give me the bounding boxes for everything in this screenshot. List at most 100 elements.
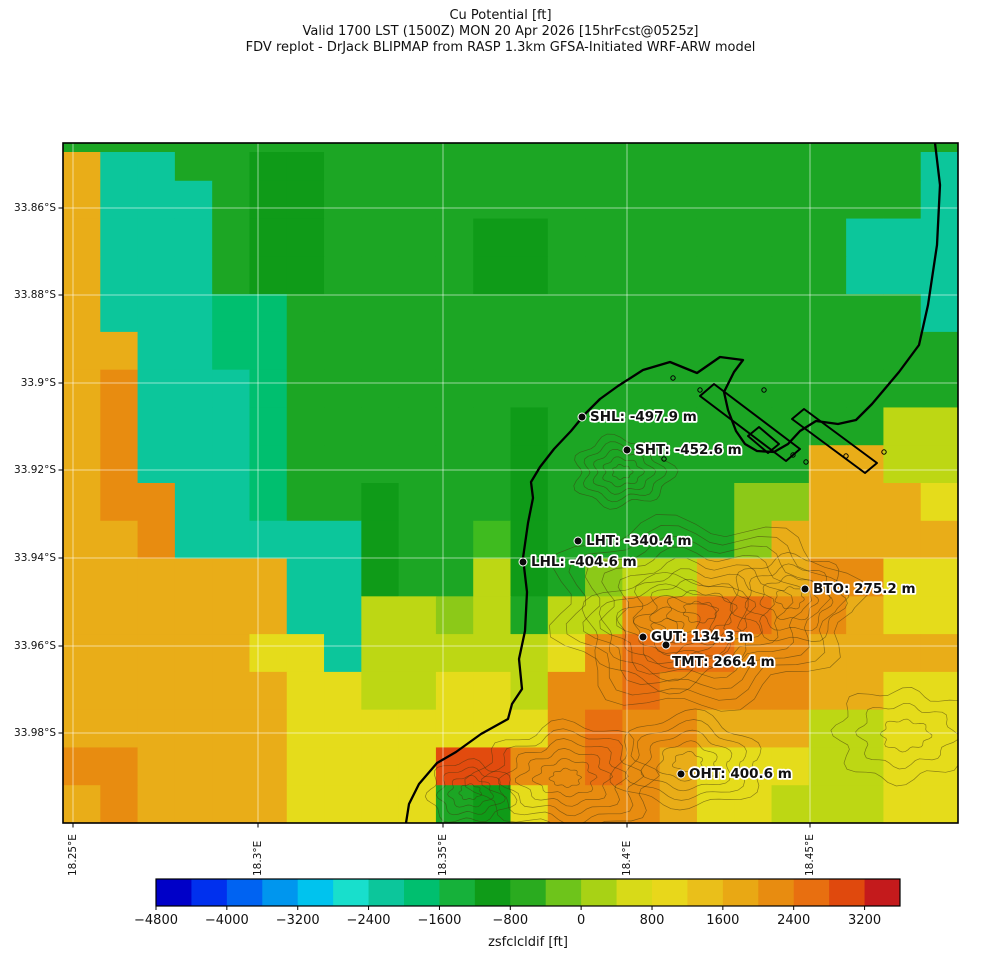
colorbar-tick-label: 0 bbox=[576, 913, 586, 928]
grid-cell bbox=[920, 520, 959, 560]
grid-cell bbox=[920, 483, 959, 522]
grid-cell bbox=[920, 407, 959, 446]
grid-cell bbox=[473, 634, 511, 673]
grid-cell bbox=[361, 747, 400, 786]
lat-tick-label: 33.98°S bbox=[14, 727, 56, 739]
contour-line bbox=[458, 783, 483, 800]
grid-cell bbox=[920, 747, 959, 786]
grid-cell bbox=[808, 331, 847, 371]
grid-cell bbox=[249, 369, 288, 408]
colorbar-tick-label: −800 bbox=[492, 913, 529, 928]
contour-line bbox=[666, 589, 738, 635]
grid-cell bbox=[473, 785, 511, 824]
grid-cell bbox=[622, 294, 661, 333]
contour-line bbox=[633, 606, 701, 656]
grid-cell bbox=[324, 180, 362, 220]
grid-cell bbox=[212, 369, 250, 408]
grid-cell bbox=[846, 747, 884, 786]
contour-line bbox=[759, 574, 820, 621]
grid-cell bbox=[212, 520, 250, 560]
grid-cell bbox=[324, 671, 362, 711]
colorbar-tick-label: −3200 bbox=[275, 913, 320, 928]
grid-cell bbox=[883, 596, 922, 635]
grid-cell bbox=[585, 218, 623, 257]
grid-cell bbox=[137, 180, 176, 220]
grid-cell bbox=[808, 709, 847, 748]
grid-cell bbox=[174, 218, 213, 257]
grid-cell bbox=[622, 331, 661, 371]
grid-cell bbox=[100, 709, 139, 748]
grid-cell bbox=[473, 256, 511, 295]
grid-cell bbox=[846, 520, 884, 560]
grid-cell bbox=[212, 407, 250, 446]
grid-cell bbox=[846, 407, 884, 446]
grid-cell bbox=[696, 785, 735, 824]
grid-cell bbox=[435, 671, 474, 711]
grid-cell bbox=[63, 596, 101, 635]
grid-cell bbox=[920, 218, 959, 257]
grid-cell bbox=[212, 671, 250, 711]
grid-cell bbox=[63, 671, 101, 711]
grid-cell bbox=[249, 634, 288, 673]
dock-speck bbox=[699, 450, 705, 456]
grid-cell bbox=[174, 671, 213, 711]
grid-cell bbox=[286, 596, 325, 635]
grid-cell bbox=[398, 331, 437, 371]
grid-cell bbox=[435, 520, 474, 560]
grid-cell bbox=[324, 331, 362, 371]
grid-cell bbox=[883, 445, 922, 484]
grid-cell bbox=[585, 331, 623, 371]
grid-cell bbox=[286, 520, 325, 560]
grid-cell bbox=[473, 331, 511, 371]
grid-cell bbox=[286, 407, 325, 446]
grid-cell bbox=[361, 671, 400, 711]
grid-cell bbox=[361, 785, 400, 824]
grid-cell bbox=[920, 369, 959, 408]
grid-cell bbox=[361, 294, 400, 333]
grid-cell bbox=[286, 180, 325, 220]
harbor-breakwater bbox=[791, 408, 878, 474]
station-dot-SHT bbox=[622, 445, 632, 455]
grid-cell bbox=[286, 483, 325, 522]
grid-cell bbox=[473, 407, 511, 446]
grid-cell bbox=[398, 180, 437, 220]
grid-cell bbox=[398, 256, 437, 295]
colorbar-segment bbox=[439, 879, 476, 906]
grid-cell bbox=[398, 709, 437, 748]
grid-cell bbox=[249, 180, 288, 220]
station-label-SHL: SHL: -497.9 m bbox=[590, 409, 697, 425]
plot-titles: Cu Potential [ft] Valid 1700 LST (1500Z)… bbox=[0, 8, 1001, 56]
grid-cell bbox=[398, 445, 437, 484]
grid-cell bbox=[883, 407, 922, 446]
grid-cell bbox=[63, 407, 101, 446]
grid-cell bbox=[249, 671, 288, 711]
grid-cell bbox=[249, 445, 288, 484]
grid-cell bbox=[846, 558, 884, 597]
grid-cell bbox=[510, 671, 549, 711]
grid-cell bbox=[808, 671, 847, 711]
grid-cell bbox=[659, 709, 698, 748]
station-label-GUT: GUT: 134.3 m bbox=[651, 629, 753, 645]
grid-cell bbox=[547, 256, 586, 295]
grid-cell bbox=[771, 218, 810, 257]
contour-line bbox=[573, 433, 679, 510]
grid-cell bbox=[659, 596, 698, 635]
grid-cell bbox=[585, 256, 623, 295]
contour-line bbox=[592, 448, 656, 495]
colorbar-tick-label: 1600 bbox=[706, 913, 740, 928]
grid-cell bbox=[659, 520, 698, 560]
grid-cell bbox=[510, 558, 549, 597]
contour-line bbox=[640, 729, 733, 792]
lon-tick-label: 18.3°E bbox=[252, 840, 264, 876]
grid-cell bbox=[510, 256, 549, 295]
grid-cell bbox=[734, 256, 773, 295]
grid-cell bbox=[547, 785, 586, 824]
grid-cell bbox=[174, 445, 213, 484]
grid-cell bbox=[324, 445, 362, 484]
grid-cell bbox=[696, 369, 735, 408]
grid-cell bbox=[137, 256, 176, 295]
grid-cell bbox=[249, 520, 288, 560]
grid-cell bbox=[361, 407, 400, 446]
lon-tick-label: 18.4°E bbox=[621, 840, 633, 876]
colorbar-segment bbox=[722, 879, 759, 906]
